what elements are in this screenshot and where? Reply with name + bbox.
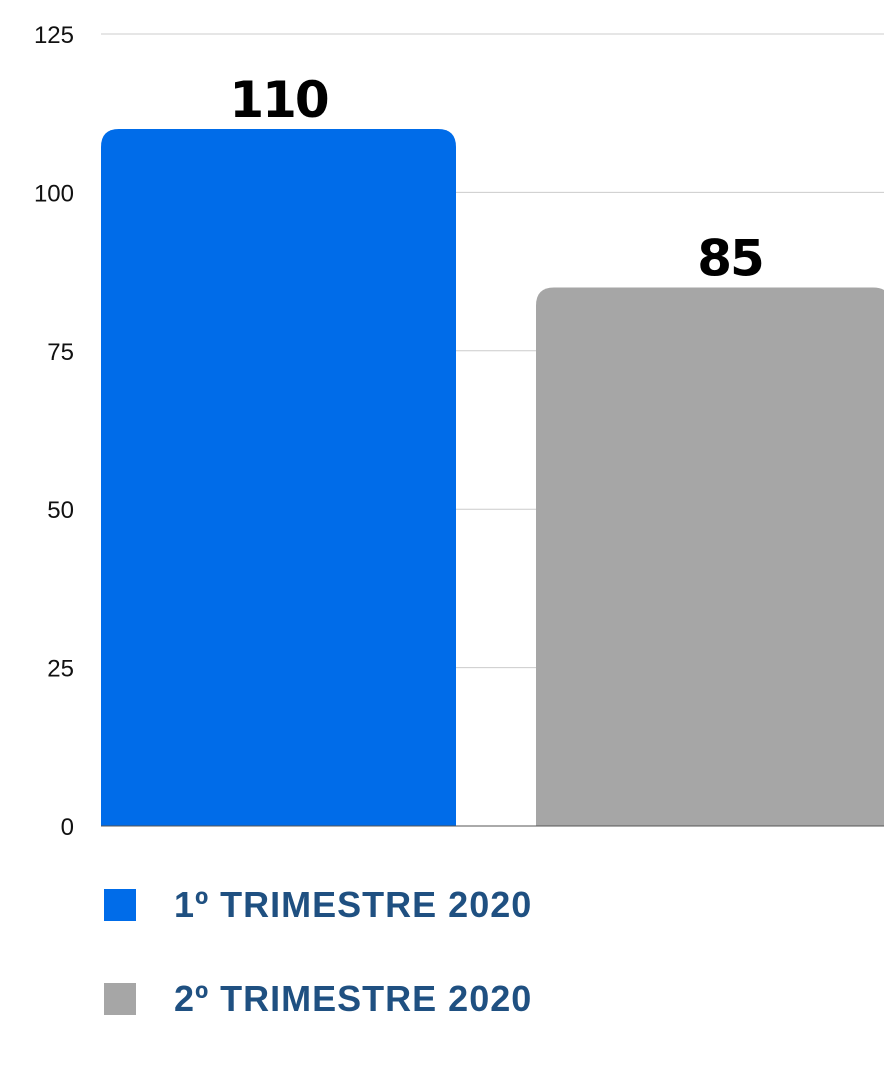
bar-2 <box>536 287 884 826</box>
legend: 1º TRIMESTRE 2020 2º TRIMESTRE 2020 <box>104 880 532 1068</box>
bar-1 <box>101 129 456 827</box>
bar-chart: 0 25 50 75 100 125 110 85 <box>34 22 884 841</box>
data-labels: 110 85 <box>229 71 764 287</box>
bars <box>101 129 884 827</box>
y-tick-label: 25 <box>47 656 74 683</box>
legend-item-q1: 1º TRIMESTRE 2020 <box>104 880 532 930</box>
data-label-1: 110 <box>229 71 328 129</box>
data-label-2: 85 <box>697 229 763 287</box>
y-tick-label: 50 <box>47 497 74 524</box>
legend-label-q1: 1º TRIMESTRE 2020 <box>174 884 533 925</box>
legend-item-q2: 2º TRIMESTRE 2020 <box>104 974 532 1024</box>
y-tick-label: 0 <box>61 814 74 841</box>
legend-swatch-q1 <box>104 889 136 921</box>
y-tick-label: 75 <box>47 339 74 366</box>
y-axis-ticks: 0 25 50 75 100 125 <box>34 22 74 841</box>
y-tick-label: 125 <box>34 22 74 49</box>
y-tick-label: 100 <box>34 180 74 207</box>
legend-swatch-q2 <box>104 983 136 1015</box>
legend-label-q2: 2º TRIMESTRE 2020 <box>174 978 533 1019</box>
